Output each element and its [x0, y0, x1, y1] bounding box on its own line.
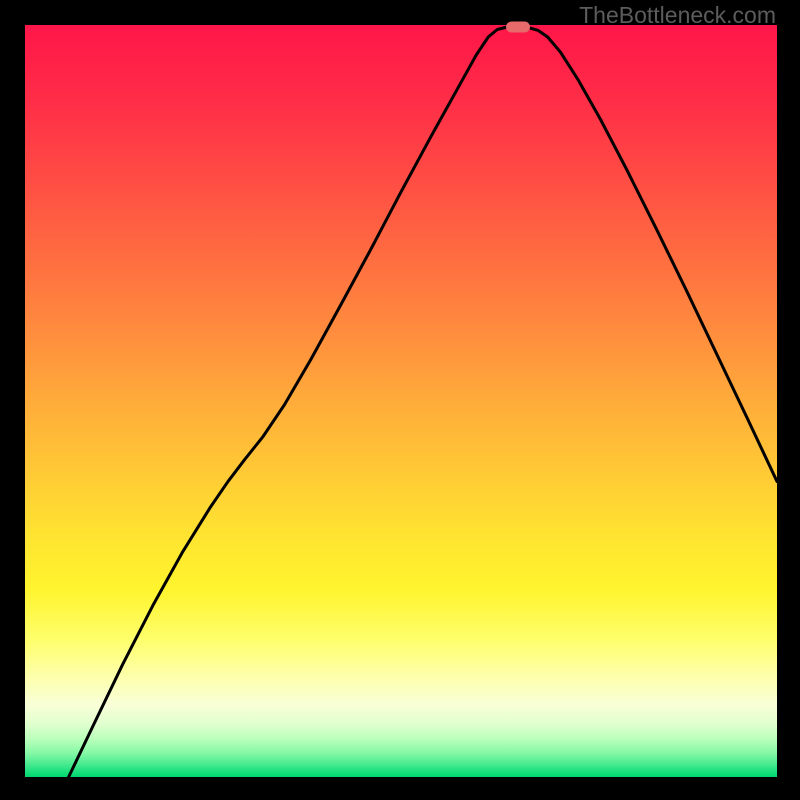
plot-area [25, 25, 777, 777]
bottleneck-curve [25, 25, 777, 777]
watermark-text: TheBottleneck.com [579, 2, 776, 29]
optimal-point-marker [506, 22, 530, 33]
